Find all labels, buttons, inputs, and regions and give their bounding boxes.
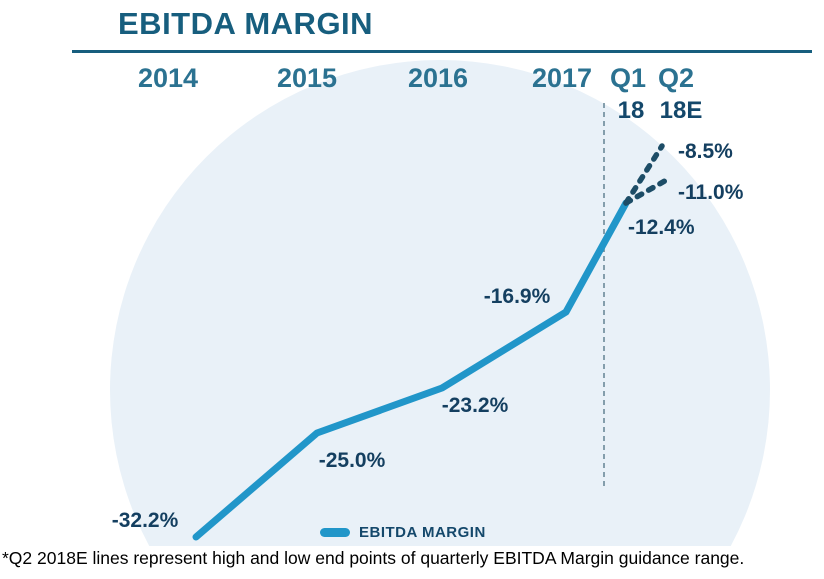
data-label-2016: -23.2% bbox=[441, 394, 509, 417]
page-title: EBITDA MARGIN bbox=[118, 6, 374, 41]
x-axis-label-q2: Q2 bbox=[657, 63, 695, 93]
data-label-q1-18: -12.4% bbox=[628, 216, 695, 239]
legend-label: EBITDA MARGIN bbox=[359, 524, 486, 541]
x-axis-label-2017: 2017 bbox=[531, 63, 593, 93]
data-label-2015: -25.0% bbox=[318, 449, 386, 472]
guidance-line-low bbox=[623, 175, 673, 206]
legend-line-swatch bbox=[320, 528, 350, 537]
title-underline bbox=[72, 50, 812, 53]
x-axis-label-2014: 2014 bbox=[137, 63, 199, 93]
data-label-q2-high: -8.5% bbox=[678, 140, 733, 163]
x-axis-label-2015: 2015 bbox=[276, 63, 338, 93]
x-axis-label-2016: 2016 bbox=[407, 63, 469, 93]
footnote: *Q2 2018E lines represent high and low e… bbox=[2, 548, 822, 569]
x-axis-sublabel-18: 18 bbox=[617, 97, 645, 124]
data-label-2014: -32.2% bbox=[111, 509, 179, 532]
ebitda-margin-line bbox=[192, 199, 630, 541]
data-label-q2-low: -11.0% bbox=[678, 181, 744, 204]
x-axis-sublabel-18e: 18E bbox=[659, 97, 703, 124]
guidance-line-high bbox=[623, 143, 665, 206]
x-axis-label-q1: Q1 bbox=[609, 63, 647, 93]
background-circle bbox=[110, 60, 770, 579]
legend: EBITDA MARGIN bbox=[320, 524, 486, 541]
data-label-2017: -16.9% bbox=[483, 285, 551, 308]
